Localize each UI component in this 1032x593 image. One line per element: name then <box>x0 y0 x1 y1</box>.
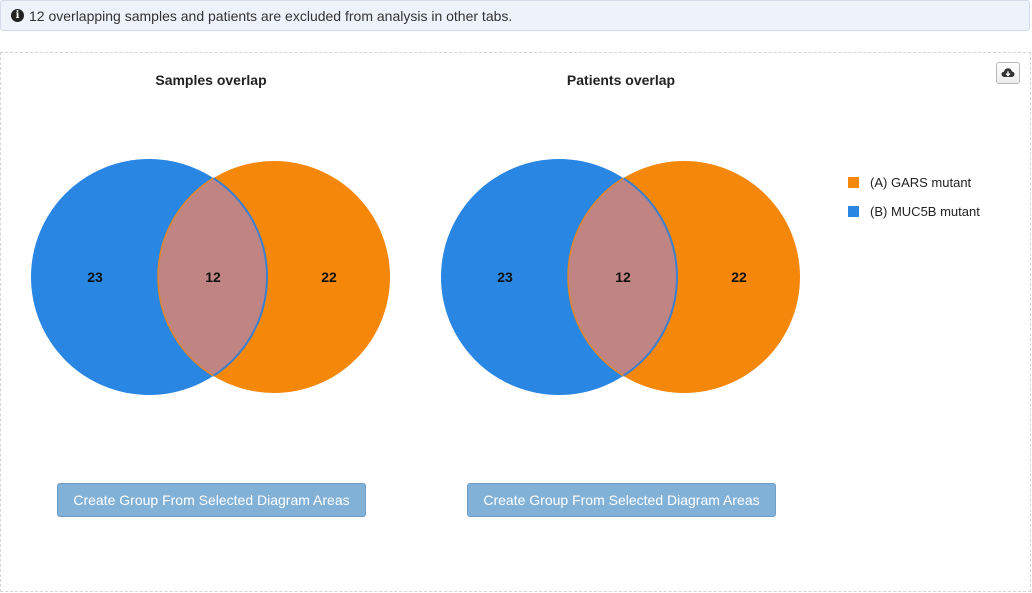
cloud-download-icon <box>1001 68 1015 77</box>
legend-label-a: GARS mutant <box>890 175 972 190</box>
patients-only-a-count: 22 <box>731 269 747 285</box>
samples-overlap-title: Samples overlap <box>155 72 267 88</box>
samples-overlap-region[interactable] <box>157 178 267 376</box>
samples-set-b-edge <box>212 177 268 377</box>
samples-create-group-button[interactable]: Create Group From Selected Diagram Areas <box>57 483 366 517</box>
legend-item-a[interactable]: (A) GARS mutant <box>848 168 980 197</box>
patients-overlap-count: 12 <box>615 269 631 285</box>
patients-venn-diagram: 23 12 22 <box>441 159 800 395</box>
legend-prefix-a: (A) <box>870 175 888 190</box>
info-banner: i 12 overlapping samples and patients ar… <box>0 0 1030 31</box>
legend-prefix-b: (B) <box>870 204 888 219</box>
samples-overlap-count: 12 <box>205 269 221 285</box>
patients-overlap-region[interactable] <box>568 178 677 376</box>
download-button[interactable] <box>996 62 1020 84</box>
legend-item-b[interactable]: (B) MUC5B mutant <box>848 197 980 226</box>
legend: (A) GARS mutant (B) MUC5B mutant <box>848 168 980 226</box>
info-banner-text: 12 overlapping samples and patients are … <box>29 7 513 24</box>
patients-overlap-title: Patients overlap <box>566 72 676 88</box>
legend-swatch-b <box>848 206 859 217</box>
patients-set-a-edge <box>567 177 624 377</box>
info-circle-icon: i <box>11 9 24 22</box>
samples-set-a-edge <box>157 177 214 377</box>
samples-only-a-count: 22 <box>321 269 337 285</box>
samples-only-b-count: 23 <box>87 269 103 285</box>
patients-set-b-edge <box>622 177 678 377</box>
patients-only-b-count: 23 <box>497 269 513 285</box>
legend-swatch-a <box>848 177 859 188</box>
patients-create-group-button[interactable]: Create Group From Selected Diagram Areas <box>467 483 776 517</box>
venn-panel <box>0 52 1031 592</box>
samples-venn-diagram: 23 12 22 <box>31 159 390 395</box>
legend-label-b: MUC5B mutant <box>890 204 980 219</box>
